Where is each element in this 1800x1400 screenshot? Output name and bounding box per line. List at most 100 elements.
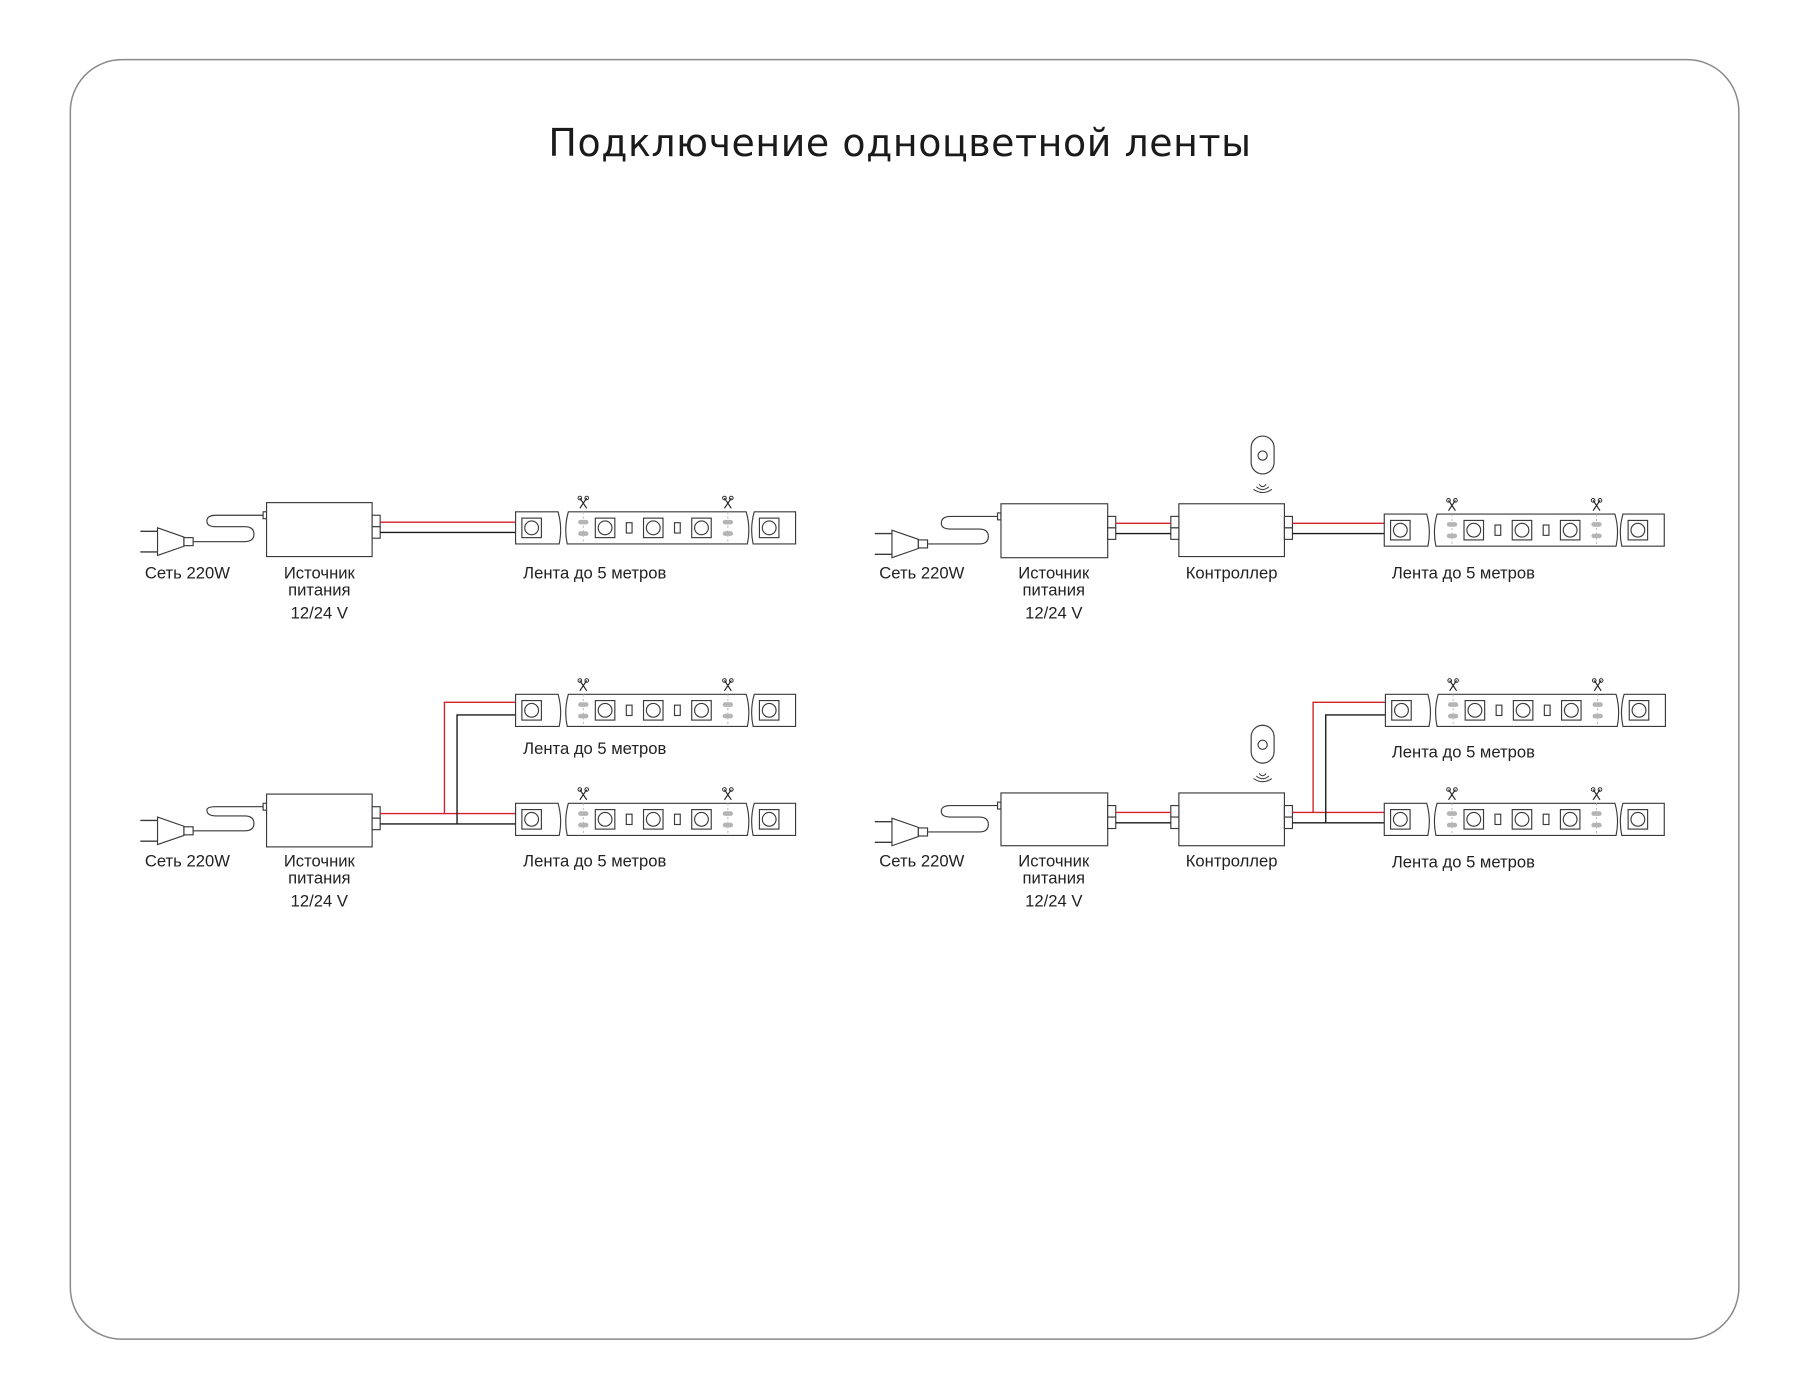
led-chip: [1628, 700, 1650, 721]
psu-label: Источник: [1018, 563, 1090, 582]
led-chip: [521, 517, 542, 539]
led-strip: [1384, 678, 1666, 727]
led-chip: [594, 517, 616, 539]
psu-label: питания: [1023, 869, 1085, 888]
mains-label: Сеть 220W: [145, 851, 230, 870]
led-chip: [1512, 700, 1534, 721]
mains-cable: [193, 806, 264, 832]
remote-control-icon: [1250, 724, 1275, 764]
led-chip: [1627, 809, 1649, 830]
led-chip: [1559, 809, 1581, 830]
led-chip: [758, 809, 780, 830]
scissors-icon: [722, 495, 734, 509]
controller-box: [1170, 792, 1294, 847]
cut-mark: [577, 787, 590, 836]
led-chip: [1463, 809, 1485, 830]
led-chip: [594, 700, 616, 721]
resistor: [1494, 813, 1502, 826]
psu-label: питания: [288, 581, 350, 600]
led-chip: [1627, 519, 1649, 541]
strip-label: Лента до 5 метров: [523, 851, 666, 870]
cut-mark: [1590, 787, 1603, 836]
resistor: [1543, 704, 1551, 717]
voltage-label: 12/24 V: [1025, 892, 1083, 911]
led-chip: [1560, 700, 1582, 721]
remote-control-icon: [1250, 435, 1275, 475]
resistor: [625, 704, 633, 717]
page-title: Подключение одноцветной ленты: [548, 121, 1251, 165]
voltage-label: 12/24 V: [1025, 604, 1083, 623]
power-supply-box: [265, 502, 381, 558]
led-chip: [1463, 519, 1485, 541]
cut-mark: [1590, 498, 1603, 547]
led-strip: [1383, 498, 1665, 547]
positive-wire: [1292, 701, 1392, 814]
strip-label: Лента до 5 метров: [523, 739, 666, 758]
led-chip: [691, 809, 712, 830]
scissors-icon: [577, 495, 590, 509]
mains-cable: [927, 515, 998, 545]
led-chip: [1464, 700, 1486, 721]
led-chip: [1390, 809, 1411, 830]
resistor: [625, 813, 633, 826]
scissors-icon: [1446, 787, 1458, 801]
strip-label: Лента до 5 метров: [1392, 853, 1535, 872]
plug-icon: [140, 816, 194, 846]
led-chip: [758, 700, 780, 721]
led-strip: [515, 678, 797, 727]
resistor: [1494, 524, 1502, 536]
led-chip: [1511, 519, 1533, 541]
cut-mark: [577, 495, 590, 544]
mains-label: Сеть 220W: [145, 563, 230, 582]
mains-cable: [193, 514, 264, 543]
scissors-icon: [577, 787, 590, 801]
plug-icon: [874, 817, 929, 847]
led-chip: [691, 517, 712, 539]
mains-label: Сеть 220W: [879, 851, 964, 870]
led-chip: [758, 517, 780, 539]
psu-label: Источник: [284, 851, 356, 870]
led-strip: [515, 787, 797, 836]
cut-mark: [1446, 498, 1458, 547]
strip-label: Лента до 5 метров: [523, 563, 666, 582]
scissors-icon: [1447, 678, 1459, 692]
resistor: [673, 813, 681, 826]
led-chip: [521, 700, 542, 721]
led-chip: [1390, 519, 1411, 541]
scissors-icon: [722, 678, 734, 692]
wireless-signal-icon: [1253, 773, 1273, 783]
cut-mark: [1591, 678, 1604, 727]
cut-mark: [722, 678, 734, 727]
scissors-icon: [1590, 498, 1603, 511]
led-chip: [642, 809, 664, 830]
scissors-icon: [1590, 787, 1603, 801]
negative-wire: [1292, 714, 1392, 824]
scissors-icon: [1591, 678, 1604, 692]
negative-wire: [380, 714, 523, 825]
resistor: [1542, 813, 1550, 826]
psu-label: Источник: [284, 563, 356, 582]
scissors-icon: [722, 787, 734, 801]
power-supply-box: [1000, 503, 1117, 559]
power-supply-box: [265, 793, 381, 848]
strip-label: Лента до 5 метров: [1392, 563, 1535, 582]
resistor: [673, 704, 681, 717]
voltage-label: 12/24 V: [291, 892, 349, 911]
cut-mark: [722, 787, 734, 836]
cut-mark: [577, 678, 590, 727]
mains-cable: [927, 805, 998, 833]
power-supply-box: [1000, 792, 1117, 847]
psu-label: питания: [1023, 581, 1085, 600]
cut-mark: [1446, 787, 1458, 836]
led-chip: [521, 809, 542, 830]
controller-label: Контроллер: [1186, 851, 1278, 870]
led-chip: [1391, 700, 1412, 721]
positive-wire: [380, 701, 523, 815]
led-strip: [1383, 787, 1665, 836]
scissors-icon: [577, 678, 590, 692]
led-chip: [691, 700, 712, 721]
